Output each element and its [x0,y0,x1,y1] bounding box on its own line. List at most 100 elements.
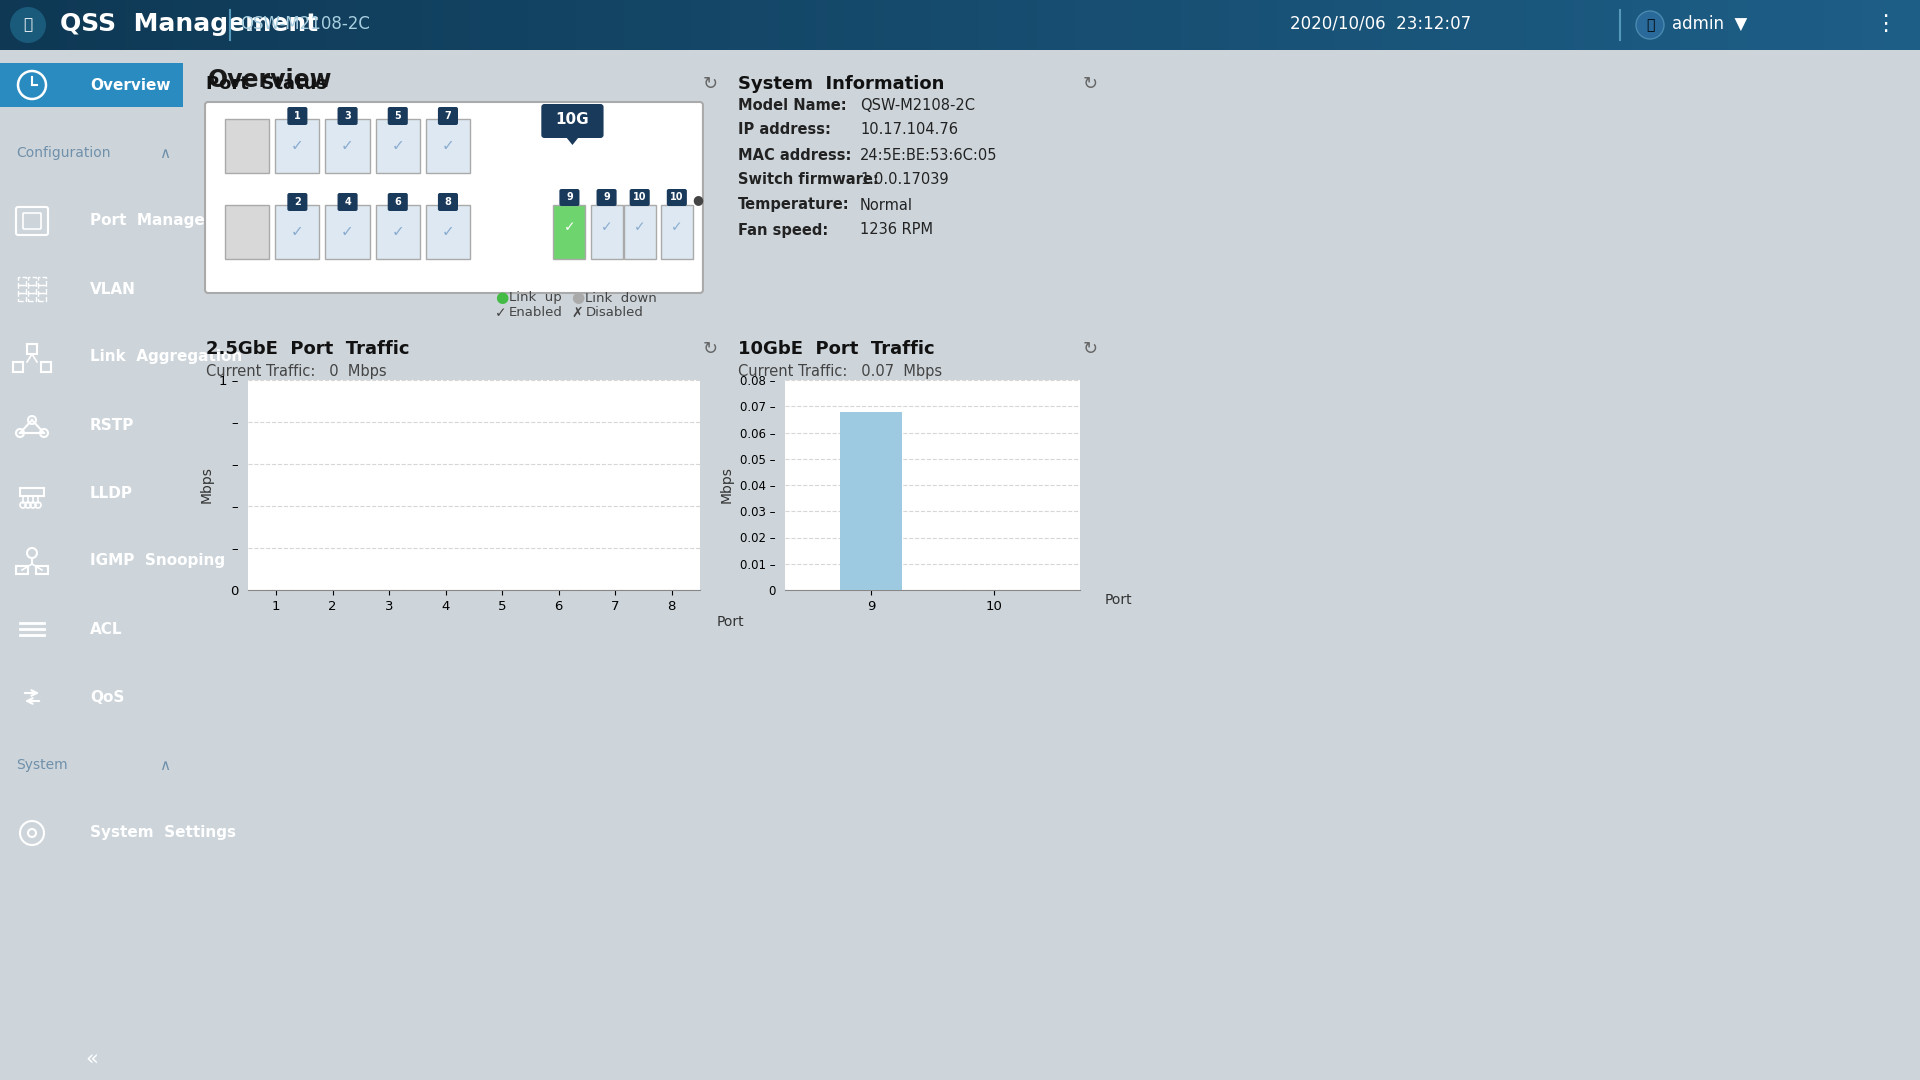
FancyBboxPatch shape [438,107,459,125]
Bar [86,0,96,50]
Bar [989,0,998,50]
Bar [1334,0,1344,50]
Text: VLAN: VLAN [90,282,136,297]
Bar [250,0,259,50]
Text: Enabled: Enabled [509,307,563,320]
Bar [259,0,269,50]
Bar [1344,0,1354,50]
Bar [269,0,278,50]
Bar [1162,0,1171,50]
Bar [730,0,739,50]
Text: System  Information: System Information [737,75,945,93]
FancyBboxPatch shape [438,193,459,211]
Bar [173,0,182,50]
FancyBboxPatch shape [388,193,407,211]
Text: ↻: ↻ [1083,340,1098,357]
Bar [1306,0,1315,50]
Text: 👤: 👤 [1645,18,1655,32]
Bar [864,0,874,50]
Bar [1603,0,1613,50]
Bar [1882,0,1891,50]
Bar [1123,0,1133,50]
FancyBboxPatch shape [388,107,407,125]
FancyBboxPatch shape [225,205,269,259]
FancyBboxPatch shape [541,104,603,138]
Bar [77,0,86,50]
Bar [1728,0,1738,50]
Bar [1200,0,1210,50]
Bar [336,0,346,50]
Bar [970,0,979,50]
Bar [1795,0,1805,50]
Bar [1622,0,1632,50]
Bar [1776,0,1786,50]
Bar [950,0,960,50]
Text: ✓: ✓ [601,220,612,234]
Bar [841,411,902,590]
Text: ✓: ✓ [495,306,507,320]
Bar [1901,0,1910,50]
Text: ↻: ↻ [703,75,718,93]
FancyBboxPatch shape [338,107,357,125]
Bar [1824,0,1834,50]
Text: ✓: ✓ [564,220,576,234]
Bar [403,0,413,50]
Text: «: « [86,1048,98,1068]
Bar [298,0,307,50]
Bar [624,0,634,50]
Bar [1469,0,1478,50]
Bar [1546,0,1555,50]
Bar [797,0,806,50]
Bar [1517,0,1526,50]
Text: 🔌: 🔌 [23,17,33,32]
Text: QSS  Management: QSS Management [60,12,319,36]
Bar [384,0,394,50]
Bar [979,0,989,50]
Text: ●: ● [693,193,703,206]
Text: Link  up: Link up [509,292,563,305]
Bar [1114,0,1123,50]
Bar [96,0,106,50]
Bar [1363,0,1373,50]
Bar [614,0,624,50]
Bar [1488,0,1498,50]
Text: Port  Status: Port Status [205,75,326,93]
Bar [1699,0,1709,50]
Bar [394,0,403,50]
Text: RSTP: RSTP [90,418,134,432]
Bar [701,0,710,50]
FancyBboxPatch shape [591,205,622,259]
FancyBboxPatch shape [275,205,319,259]
Bar [1075,0,1085,50]
Bar [1478,0,1488,50]
Bar [874,0,883,50]
Bar [1584,0,1594,50]
Text: Overview: Overview [207,68,332,92]
Text: QSW-M2108-2C: QSW-M2108-2C [860,97,975,112]
Bar [1094,0,1104,50]
Bar [835,0,845,50]
Bar [1171,0,1181,50]
Text: ✓: ✓ [292,225,303,240]
Bar [566,0,576,50]
Bar [106,0,115,50]
Bar [154,0,163,50]
Bar [1133,0,1142,50]
Bar [1181,0,1190,50]
Bar [346,0,355,50]
Bar [1642,0,1651,50]
Y-axis label: Mbps: Mbps [200,467,213,503]
Bar [931,0,941,50]
Bar [240,0,250,50]
Text: ⋮: ⋮ [1874,14,1897,33]
Bar [1421,0,1430,50]
Bar [778,0,787,50]
Bar [10,0,19,50]
Text: 2: 2 [294,197,301,207]
Bar [1805,0,1814,50]
Bar [1814,0,1824,50]
Bar [192,0,202,50]
Bar [605,0,614,50]
Bar [1430,0,1440,50]
FancyBboxPatch shape [326,205,371,259]
